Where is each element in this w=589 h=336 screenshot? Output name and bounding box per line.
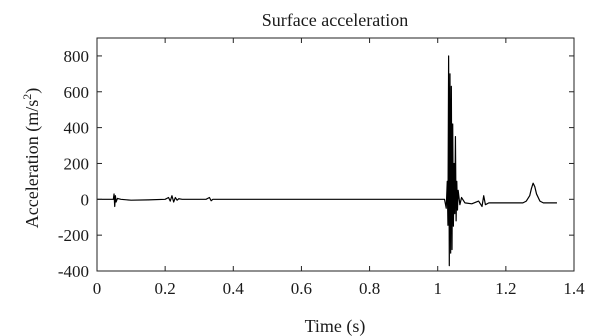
x-tick-label: 1.4 [563,279,585,298]
y-tick-label: 0 [81,190,90,209]
plot-area [97,55,557,267]
x-tick-label: 0.4 [223,279,245,298]
y-tick-label: 600 [64,83,90,102]
axes-frame [96,37,575,272]
x-tick-label: 0.2 [155,279,176,298]
y-axis-label-main: Acceleration (m/s [22,100,43,228]
y-axis-ticks: -400 -200 0 200 400 600 800 [58,47,574,281]
y-axis-label: Acceleration (m/s2) [20,88,43,228]
chart-title: Surface acceleration [262,10,408,30]
y-tick-label: -200 [58,226,89,245]
x-tick-label: 1 [433,279,442,298]
y-tick-label: 200 [64,154,90,173]
acceleration-series-line [97,55,557,267]
y-tick-label: -400 [58,262,89,281]
y-axis-label-close: ) [22,88,43,94]
x-axis-ticks: 0 0.2 0.4 0.6 0.8 1 1.2 1.4 [93,38,585,298]
y-axis-label-superscript: 2 [20,94,34,100]
x-tick-label: 0.6 [291,279,312,298]
y-tick-label: 800 [64,47,90,66]
x-tick-label: 0.8 [359,279,380,298]
x-tick-label: 1.2 [495,279,516,298]
y-tick-label: 400 [64,119,90,138]
x-axis-label: Time (s) [305,316,366,336]
x-tick-label: 0 [93,279,102,298]
